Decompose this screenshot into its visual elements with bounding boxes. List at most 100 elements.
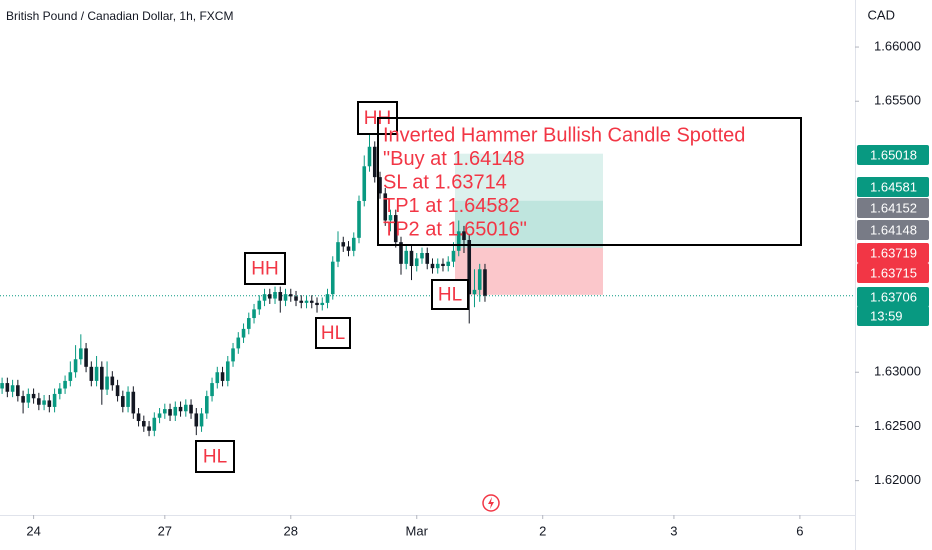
y-tick-label: 1.65500: [874, 93, 921, 108]
candle-body: [225, 361, 230, 381]
note-line: SL at 1.63714: [383, 171, 507, 193]
candle-body: [136, 413, 141, 422]
price-label: 1.63719: [870, 245, 917, 260]
candle-body: [5, 383, 10, 392]
y-tick-label: 1.66000: [874, 38, 921, 53]
candle-body: [110, 376, 115, 386]
candle-body: [341, 242, 346, 247]
candle-body: [409, 250, 414, 267]
candle-body: [430, 263, 435, 269]
candle-body: [246, 318, 251, 329]
candle-body: [10, 385, 15, 392]
candle-body: [100, 366, 104, 390]
candle-body: [330, 261, 335, 295]
candle-body: [231, 348, 235, 362]
candle-body: [58, 388, 62, 394]
swing-label: HL: [438, 285, 462, 306]
price-label-bg: [857, 263, 929, 283]
candle-body: [294, 296, 298, 301]
candle-body: [89, 366, 94, 381]
swing-label-box: [244, 252, 286, 285]
candle-body: [420, 253, 424, 259]
candle-body: [152, 417, 157, 431]
candle-body: [184, 404, 188, 412]
candle-body: [220, 372, 225, 381]
candle-body: [115, 385, 120, 397]
note-line: TP1 at 1.64582: [383, 195, 520, 217]
candle-body: [178, 406, 183, 412]
candle-body: [372, 146, 377, 178]
target-zone-2: [455, 153, 603, 201]
candle-body: [31, 393, 36, 399]
candle-body: [168, 409, 172, 416]
candle-body: [52, 393, 57, 407]
candle-body: [210, 383, 214, 397]
swing-label-box: [431, 279, 469, 310]
candle-body: [467, 239, 472, 295]
candle-body: [483, 269, 487, 296]
y-tick-label: 1.62000: [874, 472, 921, 487]
candle-body: [199, 413, 204, 427]
candle-body: [204, 396, 209, 414]
price-label-bg: [857, 145, 929, 165]
x-tick-label: 3: [670, 523, 677, 538]
swing-label: HH: [251, 259, 278, 280]
candle-body: [147, 426, 151, 431]
candle-body: [194, 413, 199, 427]
candle-body: [189, 404, 193, 414]
candle-body: [262, 294, 267, 301]
candle-body: [16, 385, 20, 397]
candle-body: [435, 263, 440, 269]
candle-body: [357, 200, 361, 238]
candle-body: [47, 400, 52, 407]
price-label: 1.63706: [870, 289, 917, 304]
candle-body: [336, 242, 340, 262]
candle-body: [94, 366, 99, 381]
price-label-bg: [857, 220, 929, 240]
candle-body: [320, 302, 325, 306]
candle-body: [414, 258, 419, 267]
candle-body: [393, 215, 398, 243]
x-tick-label: 27: [158, 523, 172, 538]
candle-body: [252, 309, 256, 319]
x-tick-label: 2: [539, 523, 546, 538]
candle-body: [378, 177, 382, 194]
candle-body: [37, 398, 41, 405]
candle-body: [299, 300, 304, 303]
candle-body: [472, 289, 477, 295]
candle-body: [105, 376, 109, 390]
candle-body: [446, 261, 451, 267]
note-line: Inverted Hammer Bullish Candle Spotted: [383, 124, 745, 146]
candle-body: [462, 231, 466, 240]
candle-body: [79, 348, 83, 360]
candle-body: [157, 413, 162, 418]
candle-body: [142, 421, 146, 427]
y-tick-label: 1.62500: [874, 418, 921, 433]
candle-body: [42, 400, 46, 405]
candle-body: [477, 269, 482, 290]
candle-body: [273, 292, 277, 299]
candle-body: [346, 246, 351, 251]
candle-body: [362, 166, 367, 201]
countdown-bg: [857, 306, 929, 326]
swing-label-box: [195, 440, 235, 473]
note-line: TP2 at 1.65016": [383, 218, 527, 240]
candle-body: [163, 409, 167, 414]
candle-body: [215, 372, 220, 384]
candle-body: [304, 300, 309, 303]
candle-body: [173, 406, 178, 416]
candle-body: [367, 146, 372, 167]
candle-body: [126, 391, 130, 407]
y-tick-label: 1.63000: [874, 364, 921, 379]
target-zone-1: [455, 200, 603, 248]
x-tick-label: 6: [796, 523, 803, 538]
alert-icon: [482, 494, 500, 512]
price-label: 1.63715: [870, 265, 917, 280]
candle-body: [68, 372, 73, 381]
candle-body: [121, 396, 125, 407]
chart-title: British Pound / Canadian Dollar, 1h, FXC…: [6, 9, 233, 23]
candle-body: [73, 359, 78, 373]
currency-label: CAD: [868, 7, 895, 22]
candle-body: [241, 328, 246, 338]
candle-body: [267, 294, 272, 299]
